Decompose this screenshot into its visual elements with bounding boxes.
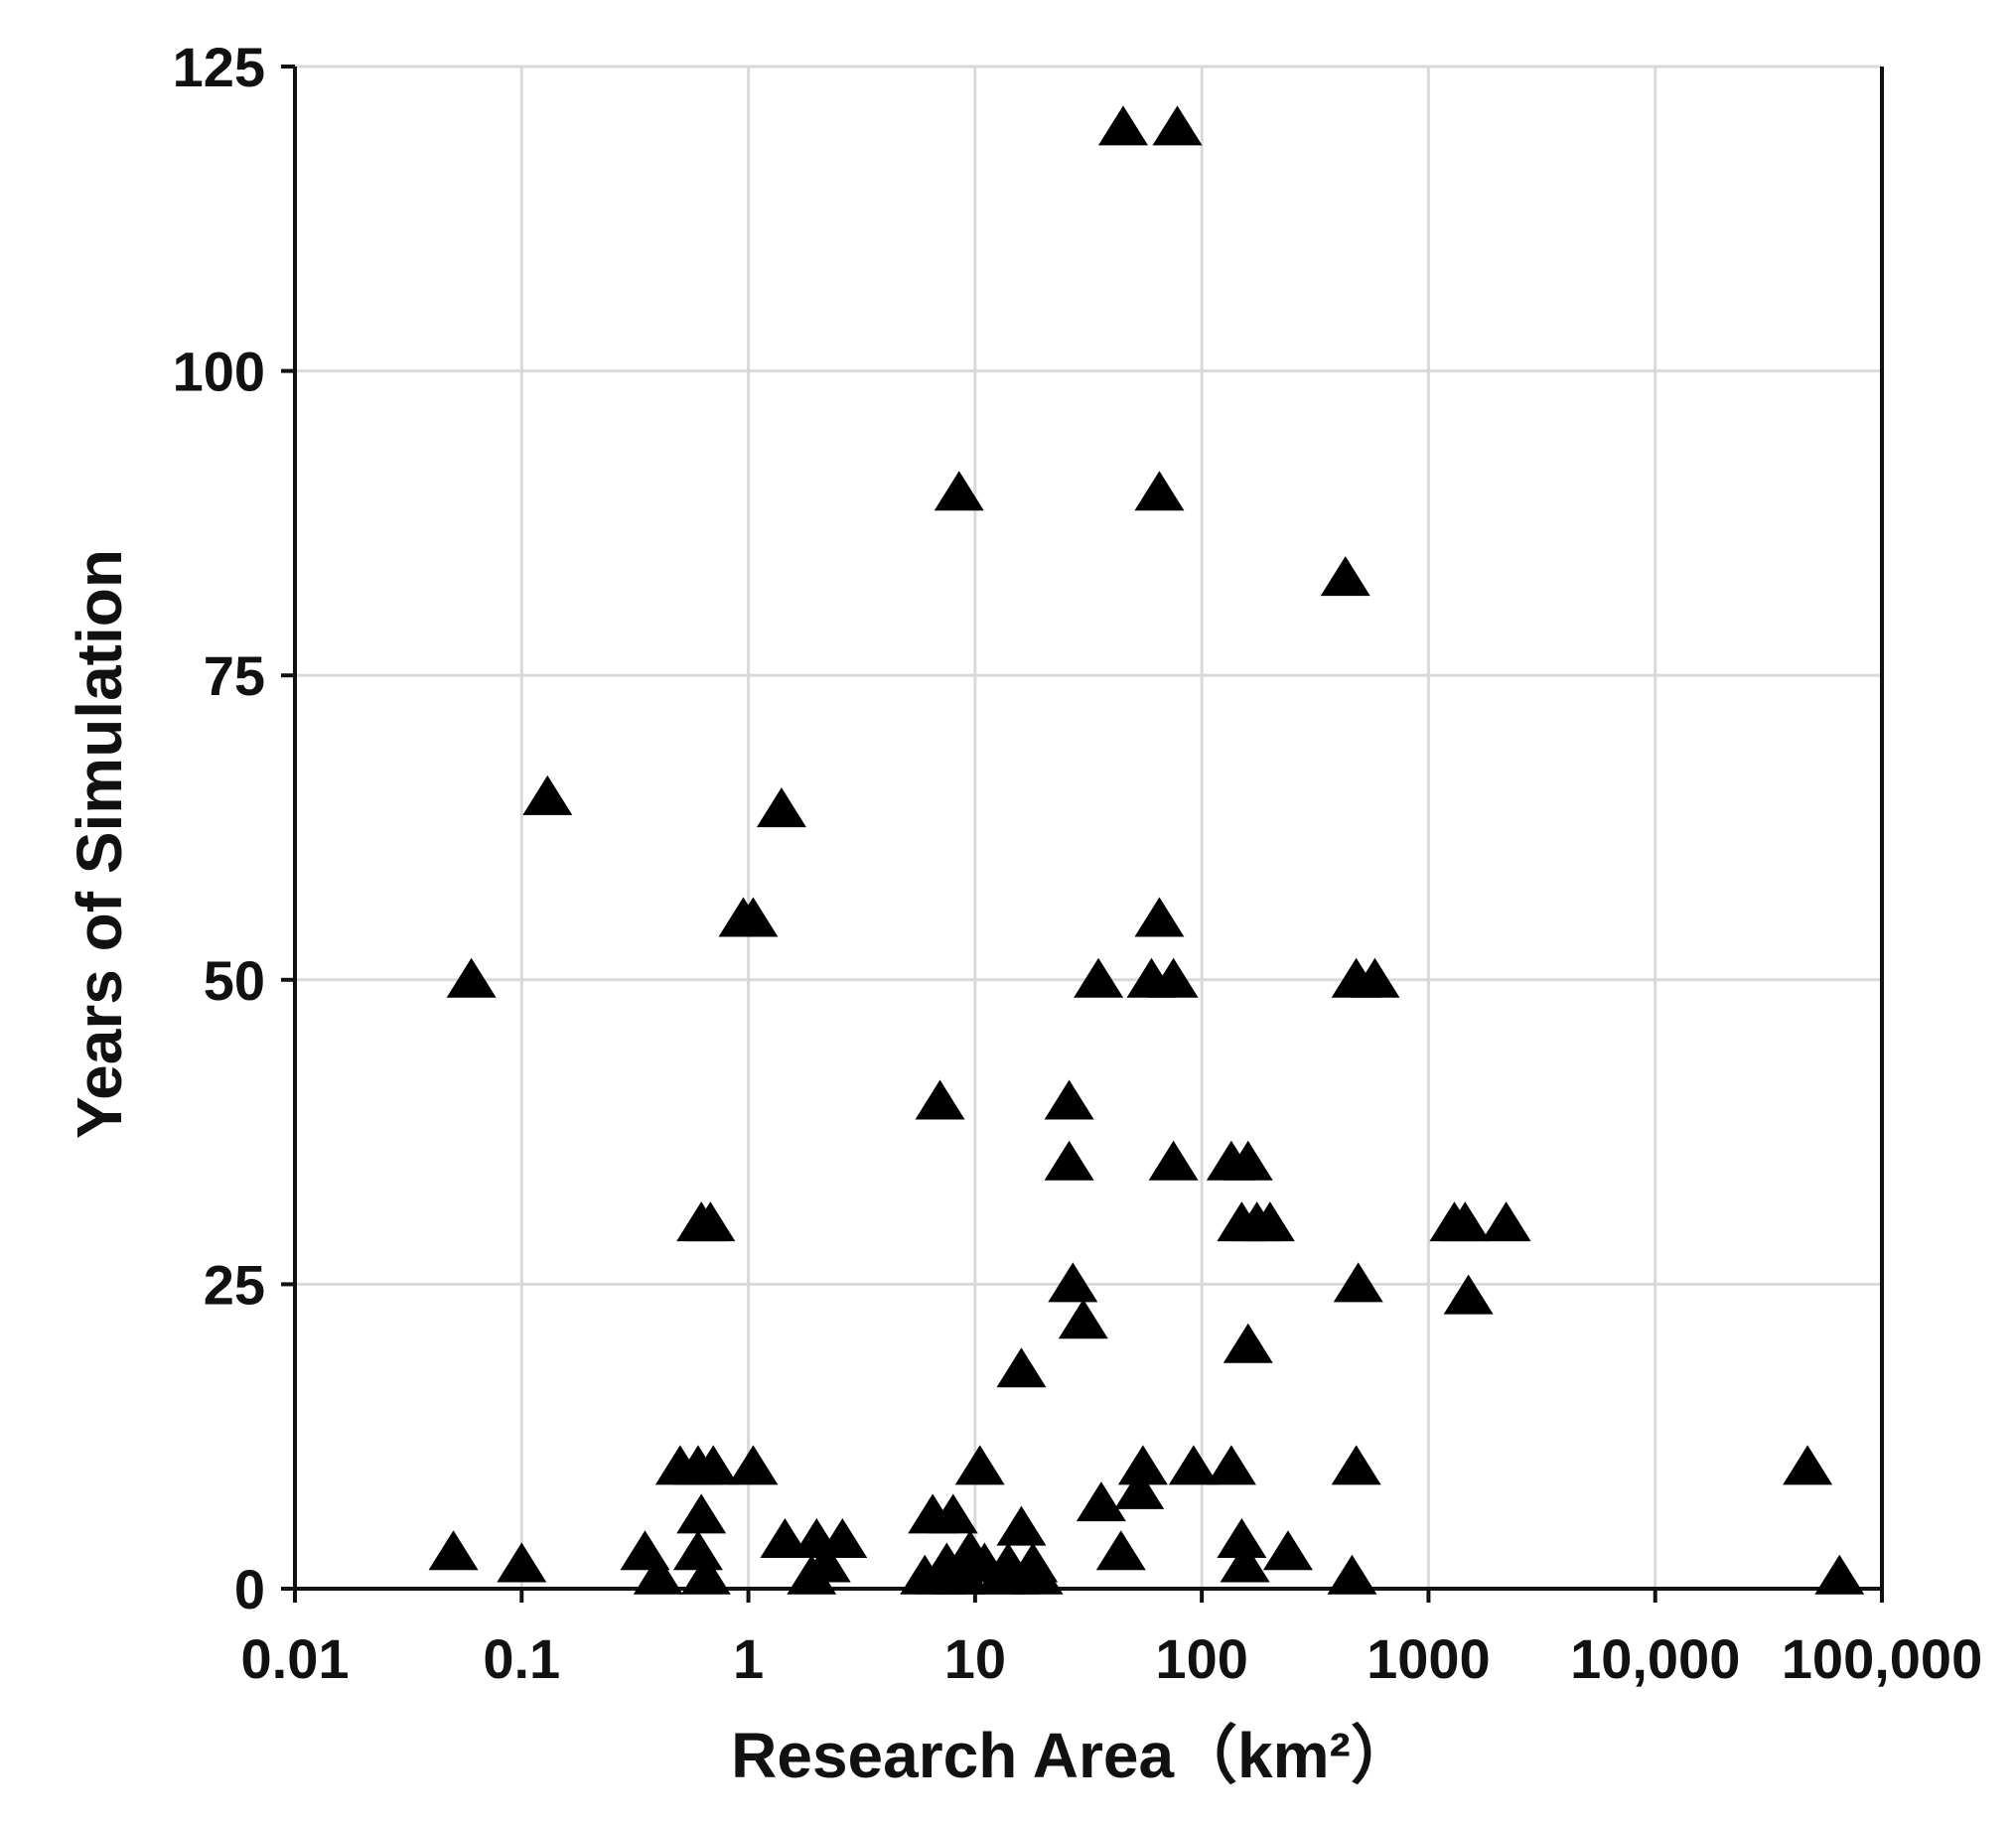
y-tick-label: 100: [173, 341, 265, 403]
data-point-triangle: [1013, 1554, 1064, 1595]
data-point-triangle: [1044, 1140, 1094, 1181]
x-tick-label: 100: [1155, 1627, 1247, 1690]
data-point-triangle: [1327, 1554, 1377, 1595]
data-point-triangle: [1320, 556, 1370, 597]
data-point-triangle: [928, 1493, 978, 1534]
data-point-triangle: [680, 1554, 731, 1595]
data-point-triangle: [1044, 1079, 1094, 1120]
data-point-triangle: [954, 1445, 1005, 1485]
y-tick-label: 0: [234, 1558, 265, 1620]
data-point-triangle: [728, 1445, 779, 1485]
data-point-triangle: [1481, 1201, 1531, 1242]
data-point-triangle: [1058, 1299, 1108, 1339]
x-tick-label: 0.01: [241, 1627, 350, 1690]
x-tick-label: 1: [733, 1627, 764, 1690]
x-tick-label: 10: [944, 1627, 1006, 1690]
data-point-triangle: [1168, 1445, 1219, 1485]
data-point-triangle: [1095, 1530, 1146, 1571]
data-point-triangle: [1244, 1201, 1295, 1242]
data-point-triangle: [1331, 1445, 1381, 1485]
data-point-triangle: [1220, 1542, 1270, 1583]
data-point-triangle: [996, 1347, 1047, 1388]
y-tick-label: 25: [204, 1253, 265, 1316]
data-point-triangle: [446, 957, 497, 998]
data-point-triangle: [522, 774, 573, 815]
data-point-triangle: [1443, 1274, 1494, 1315]
data-point-triangle: [1223, 1323, 1273, 1363]
data-point-triangle: [1074, 957, 1124, 998]
y-tick-label: 50: [204, 949, 265, 1012]
axes: [281, 65, 1884, 1603]
data-point-triangle: [428, 1530, 479, 1571]
data-point-triangle: [1152, 105, 1203, 146]
data-points: [428, 105, 1865, 1595]
data-point-triangle: [676, 1493, 727, 1534]
data-point-triangle: [1117, 1445, 1168, 1485]
data-point-triangle: [939, 1554, 990, 1595]
data-point-triangle: [787, 1554, 837, 1595]
data-point-triangle: [934, 471, 984, 511]
x-tick-label: 0.1: [483, 1627, 560, 1690]
x-tick-label: 1000: [1367, 1627, 1491, 1690]
tick-labels: 0.01 0.1 1 10 100 1000 10,000 100,000 0 25 50 75 100…: [173, 36, 1983, 1690]
data-point-triangle: [1440, 1201, 1491, 1242]
data-point-triangle: [1134, 471, 1185, 511]
data-point-triangle: [817, 1517, 868, 1558]
grid-lines: [293, 65, 1884, 1591]
axis-frame: [293, 67, 1884, 1591]
data-point-triangle: [688, 1445, 739, 1485]
data-point-triangle: [1217, 1517, 1267, 1558]
data-point-triangle: [756, 787, 806, 828]
data-point-triangle: [497, 1542, 547, 1583]
data-point-triangle: [1148, 1140, 1199, 1181]
data-point-triangle: [1097, 105, 1148, 146]
data-point-triangle: [672, 1530, 723, 1571]
data-point-triangle: [1114, 1469, 1165, 1509]
data-point-triangle: [1223, 1140, 1273, 1181]
data-point-triangle: [1206, 1445, 1256, 1485]
data-point-triangle: [1783, 1445, 1833, 1485]
data-point-triangle: [1814, 1554, 1865, 1595]
x-axis-title: Research Area（km²）: [731, 1720, 1414, 1791]
y-tick-label: 75: [204, 644, 265, 707]
data-point-triangle: [1148, 957, 1199, 998]
y-axis-title: Years of Simulation: [64, 549, 135, 1139]
y-tick-label: 125: [173, 36, 265, 98]
data-point-triangle: [685, 1201, 736, 1242]
data-point-triangle: [1076, 1481, 1126, 1522]
data-point-triangle: [1134, 897, 1185, 937]
data-point-triangle: [915, 1079, 965, 1120]
data-point-triangle: [633, 1554, 683, 1595]
x-tick-label: 10,000: [1570, 1627, 1740, 1690]
data-point-triangle: [1048, 1262, 1098, 1303]
data-point-triangle: [1350, 957, 1400, 998]
data-point-triangle: [728, 897, 779, 937]
data-point-triangle: [996, 1505, 1047, 1546]
x-tick-label: 100,000: [1782, 1627, 1982, 1690]
data-point-triangle: [1262, 1530, 1313, 1571]
data-point-triangle: [760, 1517, 810, 1558]
data-point-triangle: [1333, 1262, 1383, 1303]
